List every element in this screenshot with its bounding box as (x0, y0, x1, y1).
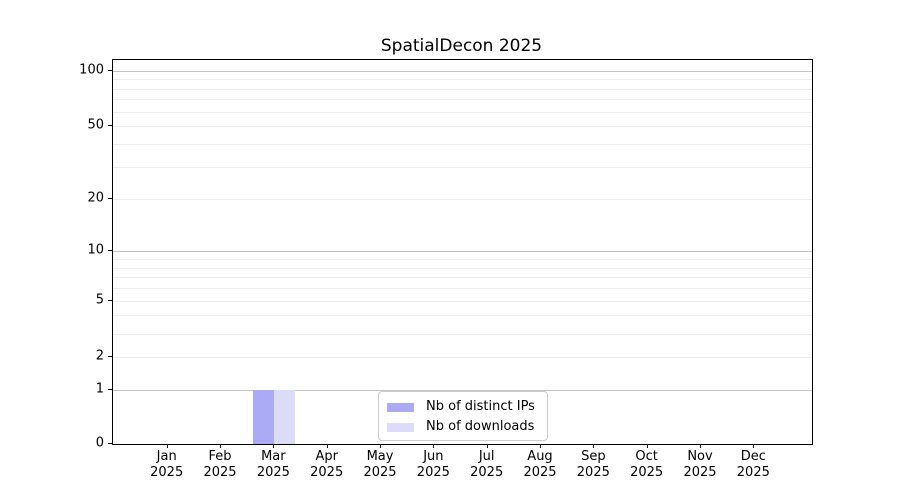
y-axis-tick-label: 0 (95, 435, 104, 451)
chart-title: SpatialDecon 2025 (380, 36, 543, 56)
gridline-major (113, 390, 812, 392)
gridline-minor (113, 79, 812, 81)
x-tick-mark (540, 444, 541, 448)
x-axis-tick-label: Feb 2025 (190, 449, 250, 481)
x-tick-mark (433, 444, 435, 448)
x-tick-month: Oct (635, 449, 658, 464)
x-axis-tick-label: Apr 2025 (297, 449, 357, 481)
y-axis-tick-label: 20 (87, 190, 104, 206)
x-tick-year: 2025 (630, 465, 664, 480)
x-tick-month: Apr (315, 449, 338, 464)
x-tick-year: 2025 (203, 465, 237, 480)
x-tick-year: 2025 (416, 465, 450, 480)
gridline-minor (113, 111, 812, 113)
x-axis-tick-label: Jul 2025 (457, 449, 517, 481)
gridline-minor (113, 333, 812, 335)
y-axis-tick-label: 50 (87, 117, 104, 133)
x-tick-month: Dec (740, 449, 766, 464)
gridline-minor (113, 126, 812, 128)
x-tick-mark (380, 444, 382, 448)
x-axis-tick-label: Nov 2025 (670, 449, 730, 481)
y-tick-mark (108, 197, 112, 199)
plot-area (112, 59, 813, 445)
y-tick-mark (108, 299, 112, 301)
legend-swatch-icon (387, 402, 414, 412)
x-tick-mark (486, 444, 488, 448)
y-tick-mark (108, 356, 112, 358)
x-axis-tick-label: Sep 2025 (563, 449, 623, 481)
legend: Nb of distinct IPs Nb of downloads (378, 391, 548, 441)
x-tick-mark (700, 444, 701, 448)
bar-distinct-ips (253, 390, 275, 444)
legend-label: Nb of downloads (426, 419, 535, 434)
gridline-minor (113, 315, 812, 317)
gridline-minor (113, 198, 812, 200)
y-tick-mark (108, 250, 112, 252)
y-tick-mark (108, 443, 112, 444)
y-tick-mark (108, 389, 112, 391)
y-axis-tick-label: 1 (95, 381, 104, 397)
x-axis-tick-label: Oct 2025 (617, 449, 677, 481)
x-tick-year: 2025 (470, 465, 504, 480)
x-tick-mark (646, 444, 648, 448)
x-axis-tick-label: Jun 2025 (403, 449, 463, 481)
x-axis-tick-label: Aug 2025 (510, 449, 570, 481)
x-axis-tick-label: Jan 2025 (137, 449, 197, 481)
y-axis-tick-label: 100 (79, 62, 104, 78)
legend-label: Nb of distinct IPs (426, 399, 535, 414)
x-axis-tick-label: May 2025 (350, 449, 410, 481)
gridline-minor (113, 99, 812, 101)
legend-row: Nb of downloads (379, 417, 547, 437)
gridline-major (113, 70, 812, 72)
y-axis-tick-label: 2 (95, 348, 104, 364)
x-tick-year: 2025 (683, 465, 717, 480)
x-tick-mark (166, 444, 168, 448)
legend-row: Nb of distinct IPs (379, 397, 547, 417)
x-tick-month: Mar (261, 449, 286, 464)
gridline-minor (113, 357, 812, 359)
gridline-major (113, 251, 812, 253)
y-axis-tick-label: 10 (87, 242, 104, 258)
x-tick-month: Nov (687, 449, 713, 464)
gridline-minor (113, 166, 812, 168)
y-axis-tick-label: 5 (95, 292, 104, 308)
y-tick-mark (108, 69, 112, 71)
gridline-minor (113, 288, 812, 290)
x-tick-month: Jan (156, 449, 177, 464)
gridline-minor (113, 88, 812, 90)
x-tick-year: 2025 (523, 465, 557, 480)
x-axis-tick-label: Dec 2025 (723, 449, 783, 481)
x-tick-year: 2025 (256, 465, 290, 480)
y-tick-mark (108, 125, 112, 127)
gridline-minor (113, 144, 812, 146)
x-tick-year: 2025 (736, 465, 770, 480)
gridline-minor (113, 259, 812, 260)
x-tick-mark (593, 444, 595, 448)
x-tick-month: Jun (423, 449, 444, 464)
gridline-minor (113, 300, 812, 302)
x-tick-month: Jul (478, 449, 495, 464)
x-tick-year: 2025 (310, 465, 344, 480)
x-tick-mark (220, 444, 222, 448)
gridline-minor (113, 277, 812, 279)
x-tick-month: Feb (208, 449, 232, 464)
bar-downloads (274, 390, 296, 444)
legend-swatch-icon (387, 422, 414, 432)
x-tick-year: 2025 (150, 465, 184, 480)
x-tick-year: 2025 (363, 465, 397, 480)
gridline-minor (113, 267, 812, 269)
x-tick-mark (753, 444, 755, 448)
x-tick-mark (326, 444, 328, 448)
x-tick-year: 2025 (576, 465, 610, 480)
x-tick-month: Aug (527, 449, 553, 464)
x-tick-mark (273, 444, 275, 448)
x-tick-month: May (366, 449, 394, 464)
x-axis-tick-label: Mar 2025 (243, 449, 303, 481)
x-tick-month: Sep (581, 449, 606, 464)
